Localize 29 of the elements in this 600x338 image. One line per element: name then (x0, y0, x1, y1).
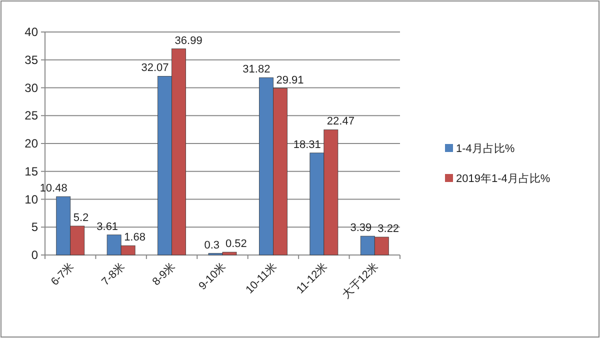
data-label: 22.47 (326, 116, 354, 128)
data-label: 5.2 (73, 212, 89, 224)
legend-label: 2019年1-4月占比% (456, 172, 550, 185)
data-label: 3.39 (350, 222, 372, 234)
x-tick-label: 6-7米 (48, 260, 76, 288)
y-tick-label: 10 (24, 192, 38, 206)
data-label: 31.82 (242, 64, 270, 76)
data-label: 3.61 (96, 220, 118, 233)
y-tick-label: 40 (24, 25, 38, 39)
data-label: 10.48 (40, 182, 68, 195)
data-label: 1.68 (124, 232, 146, 244)
x-tick-label: 7-8米 (98, 260, 128, 288)
y-tick-label: 15 (24, 164, 38, 178)
y-tick-label: 20 (24, 136, 38, 150)
y-tick-label: 0 (31, 248, 38, 262)
data-label: 32.07 (141, 62, 169, 74)
data-label: 0.52 (226, 238, 247, 250)
y-tick-label: 5 (31, 220, 38, 234)
data-label: 0.3 (204, 239, 220, 252)
data-label: 3.22 (378, 223, 400, 236)
data-label: 18.31 (293, 138, 321, 151)
x-tick-label: 大于12米 (340, 260, 381, 302)
legend-label: 1-4月占比% (456, 142, 515, 155)
x-tick-label: 8-9米 (150, 260, 178, 288)
y-tick-label: 25 (24, 108, 38, 123)
y-tick-label: 30 (24, 80, 38, 95)
data-label: 36.99 (174, 34, 202, 47)
data-label: 29.91 (276, 74, 304, 86)
y-tick-label: 35 (24, 52, 38, 67)
